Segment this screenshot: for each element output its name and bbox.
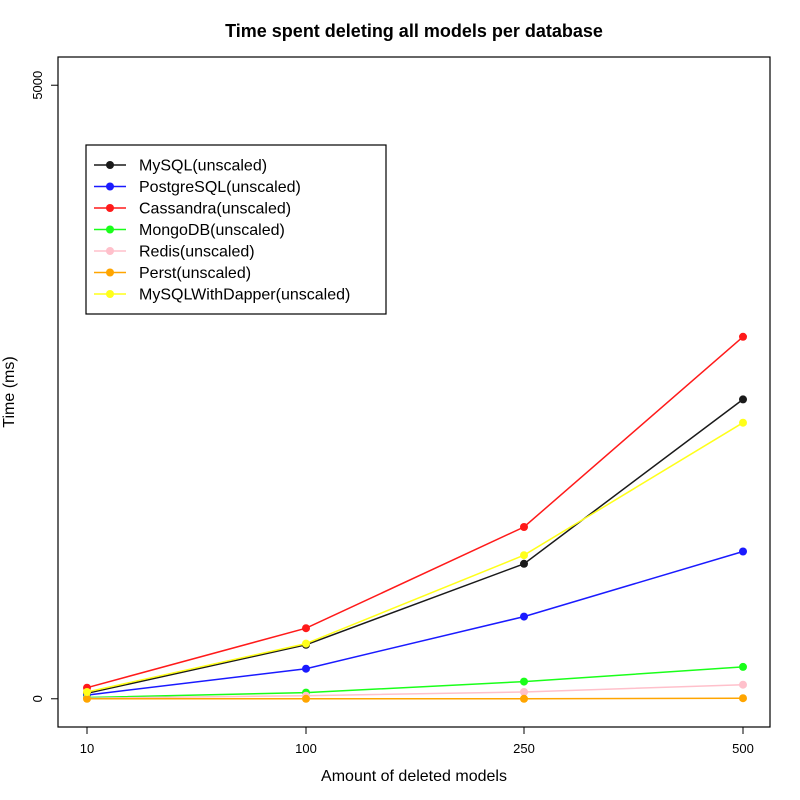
data-point <box>302 624 310 633</box>
legend-item: Redis(unscaled) <box>94 244 255 261</box>
legend-box <box>85 144 387 315</box>
data-point <box>520 677 528 686</box>
legend-item: Perst(unscaled) <box>94 265 251 282</box>
data-point <box>739 662 747 671</box>
legend-item: PostgreSQL(unscaled) <box>94 179 301 196</box>
series-layer <box>83 332 747 703</box>
series-line <box>86 422 744 693</box>
y-tick-label: 0 <box>30 695 45 702</box>
legend-marker <box>106 268 114 277</box>
data-point <box>302 639 310 648</box>
x-axis: 10 100 250 500 <box>80 727 754 756</box>
legend-item: MongoDB(unscaled) <box>94 222 285 239</box>
series-5 <box>83 694 747 703</box>
series-3 <box>83 662 747 702</box>
y-axis-label: Time (ms) <box>1 356 18 427</box>
series-0 <box>83 395 747 698</box>
data-point <box>520 523 528 531</box>
data-point <box>302 664 310 673</box>
series-line <box>87 697 744 700</box>
series-line <box>86 398 744 695</box>
x-tick-label: 250 <box>513 741 535 756</box>
data-point <box>520 688 528 696</box>
data-point <box>520 559 528 568</box>
data-point <box>739 547 747 556</box>
x-tick-label: 500 <box>732 741 754 756</box>
x-axis-label: Amount of deleted models <box>321 768 507 785</box>
legend-label: Cassandra(unscaled) <box>139 201 291 218</box>
series-line <box>86 550 744 696</box>
legend-marker <box>106 161 114 169</box>
legend-marker <box>106 290 114 298</box>
legend-label: MySQL(unscaled) <box>139 158 267 175</box>
data-point <box>83 688 91 696</box>
legend-marker <box>106 182 114 191</box>
plot-frame <box>57 56 771 728</box>
legend-marker <box>106 247 114 255</box>
y-axis: 0 5000 <box>30 71 58 702</box>
legend-item: MySQL(unscaled) <box>94 158 267 175</box>
chart-title: Time spent deleting all models per datab… <box>225 21 603 41</box>
legend-label: PostgreSQL(unscaled) <box>139 179 301 196</box>
legend-label: Perst(unscaled) <box>139 265 251 282</box>
series-line <box>86 683 744 699</box>
legend-marker <box>106 225 114 234</box>
data-point <box>739 418 747 427</box>
series-6 <box>83 418 747 696</box>
data-point <box>739 680 747 689</box>
series-line <box>86 666 744 699</box>
y-tick-label: 5000 <box>30 71 45 100</box>
legend: MySQL(unscaled) PostgreSQL(unscaled) Cassa… <box>85 144 387 315</box>
data-point <box>739 332 747 341</box>
legend-marker <box>106 204 114 212</box>
data-point <box>739 395 747 404</box>
data-point <box>302 694 310 703</box>
legend-item: MySQLWithDapper(unscaled) <box>94 287 350 304</box>
series-1 <box>83 547 747 700</box>
data-point <box>520 612 528 621</box>
x-tick-label: 10 <box>80 741 94 756</box>
legend-label: MySQLWithDapper(unscaled) <box>139 287 350 304</box>
series-2 <box>83 332 747 692</box>
legend-item: Cassandra(unscaled) <box>94 201 291 218</box>
x-tick-label: 100 <box>295 741 317 756</box>
legend-label: Redis(unscaled) <box>139 244 255 261</box>
data-point <box>83 694 91 703</box>
data-point <box>520 694 528 703</box>
series-line <box>86 336 744 689</box>
data-point <box>739 694 747 703</box>
data-point <box>520 551 528 560</box>
legend-label: MongoDB(unscaled) <box>139 222 285 239</box>
